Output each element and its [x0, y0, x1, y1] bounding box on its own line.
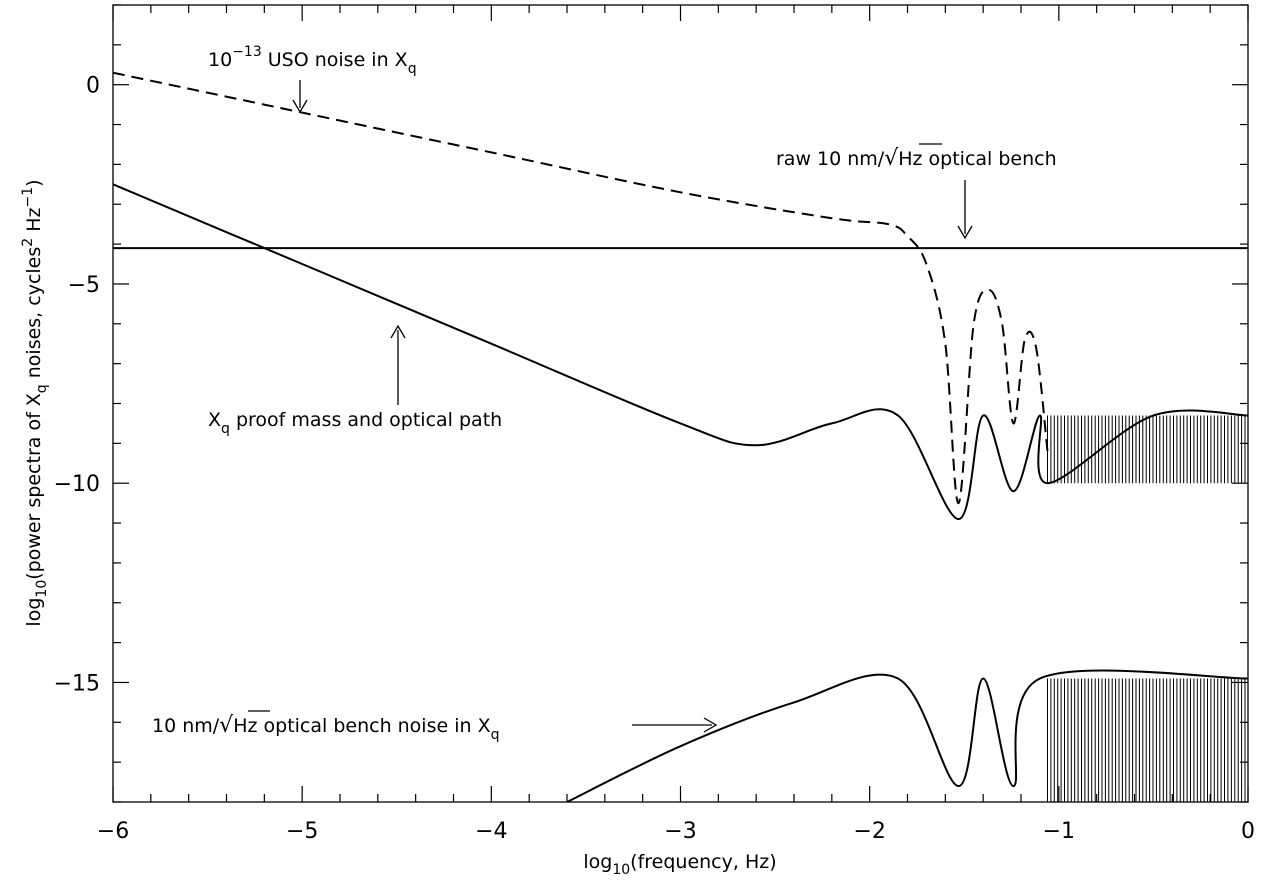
annotation-uso-noise: 10−13 USO noise in Xq: [208, 44, 417, 77]
x-tick-label: −2: [853, 819, 885, 844]
x-axis-label-main: log: [583, 851, 612, 873]
annotation-uso-sup: −13: [232, 44, 262, 60]
annotation-raw-arrow: [957, 180, 973, 240]
x-tick-label: −1: [1043, 819, 1075, 844]
annotation-uso-rest: USO noise in X: [262, 49, 408, 71]
annotation-pm-arrow: [390, 324, 406, 405]
series-line-3: [566, 669, 1248, 802]
annotation-raw-bench: raw 10 nm/√Hz optical bench: [776, 146, 1057, 171]
annotation-pm-rest: proof mass and optical path: [230, 409, 502, 431]
annotation-raw-sqrt: √: [884, 146, 899, 171]
annotation-uso-arrow: [292, 80, 308, 114]
y-axis-label-sup1: 2: [20, 238, 36, 247]
x-axis-label-rest: (frequency, Hz): [630, 851, 776, 873]
x-tick-label: −3: [664, 819, 696, 844]
annotation-optical-bench: 10 nm/√Hz optical bench noise in Xq: [152, 713, 499, 743]
annotation-ob-text-a: 10 nm/: [152, 715, 220, 737]
series-group: [113, 71, 1248, 802]
x-tick-label: −4: [475, 819, 507, 844]
y-axis-label-mid3: Hz: [23, 207, 45, 237]
oscillation-band-1: [1047, 678, 1246, 802]
x-axis-label: log10(frequency, Hz): [583, 851, 776, 878]
annotation-ob-sqrt: √: [219, 713, 234, 738]
x-tick-label: −5: [286, 819, 318, 844]
y-axis-label-sub1: 10: [34, 580, 50, 598]
annotation-uso-sub: q: [408, 61, 417, 77]
annotation-ob-sub: q: [491, 727, 500, 743]
annotation-ob-arrow: [632, 717, 718, 733]
y-axis-label-end: ): [23, 179, 45, 186]
annotation-pm-main: X: [208, 409, 221, 431]
series-line-0: [113, 71, 1049, 505]
annotation-proof-mass: Xq proof mass and optical path: [208, 409, 502, 437]
y-tick-label: −10: [54, 472, 100, 497]
axis-tick-labels: −6 −5 −4 −3 −2 −1 00−5−10−15: [54, 74, 1255, 844]
y-tick-label: −5: [68, 273, 100, 298]
annotation-uso-prefix: 10: [208, 49, 232, 71]
y-axis-label-main: log: [23, 598, 45, 627]
y-axis-label-mid: (power spectra of X: [23, 393, 45, 580]
y-axis-label-mid2: noises, cycles: [23, 247, 45, 385]
y-tick-label: 0: [86, 74, 100, 99]
annotation-ob-text-b: Hz optical bench noise in X: [233, 715, 490, 737]
x-tick-label: 0: [1241, 819, 1255, 844]
annotation-raw-text-a: raw 10 nm/: [776, 148, 885, 170]
high-frequency-oscillations: [1047, 415, 1246, 802]
axis-ticks: [112, 4, 1249, 803]
x-axis-label-sub: 10: [612, 862, 630, 878]
annotation-pm-sub: q: [221, 421, 230, 437]
x-tick-label: −6: [97, 819, 129, 844]
oscillation-band-0: [1047, 415, 1246, 484]
annotation-raw-text-b: Hz optical bench: [898, 148, 1056, 170]
y-axis-label-sub2: q: [34, 384, 50, 393]
y-axis-label-sup2: −1: [20, 187, 36, 208]
series-line-1: [113, 183, 1248, 521]
y-tick-label: −15: [54, 671, 100, 696]
y-axis-label: log10(power spectra of Xq noises, cycles…: [20, 179, 50, 626]
